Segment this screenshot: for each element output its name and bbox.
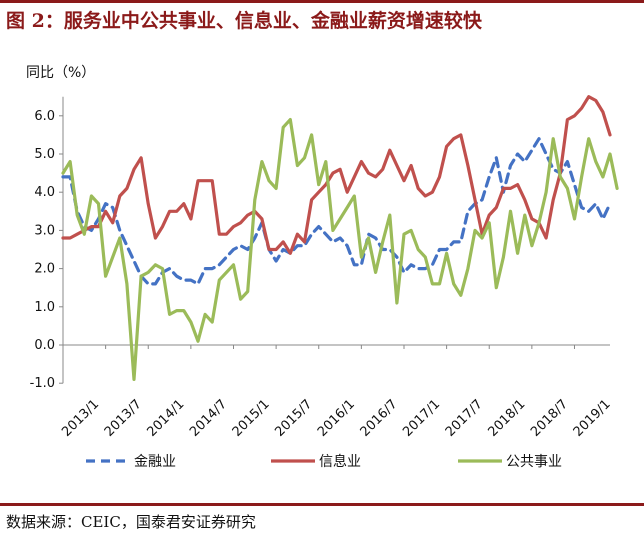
- x-tick-label: 2013/1: [59, 397, 102, 440]
- x-tick-label: 2017/1: [400, 397, 443, 440]
- y-tick-label: 4.0: [34, 185, 55, 200]
- legend-label-2: 公共事业: [506, 454, 562, 470]
- y-tick-label: 6.0: [34, 109, 55, 124]
- y-axis-label: 同比（%）: [26, 65, 95, 81]
- x-tick-label: 2015/1: [230, 397, 273, 440]
- x-tick-label: 2019/1: [571, 397, 614, 440]
- x-tick-label: 2018/7: [528, 397, 571, 440]
- series-line-0: [61, 137, 612, 286]
- y-tick-label: 3.0: [34, 223, 55, 238]
- legend: 金融业 信息业 公共事业: [86, 453, 562, 470]
- x-tick-label: 2015/7: [272, 397, 315, 440]
- legend-label-1: 信息业: [319, 453, 361, 470]
- x-tick-label: 2013/7: [102, 397, 145, 440]
- data-source-note: 数据来源：CEIC，国泰君安证券研究: [6, 513, 256, 531]
- source-rule: [0, 503, 644, 506]
- y-tick-label: 0.0: [34, 338, 55, 353]
- figure-title: 图 2：服务业中公共事业、信息业、金融业薪资增速较快: [6, 10, 482, 32]
- y-tick-label: 5.0: [34, 147, 55, 162]
- y-tick-label: 1.0: [34, 300, 55, 315]
- legend-label-0: 金融业: [134, 454, 176, 470]
- x-tick-label: 2014/7: [187, 397, 230, 440]
- y-tick-label: 2.0: [34, 262, 55, 277]
- x-tick-label: 2016/7: [358, 397, 401, 440]
- series-line-1: [61, 95, 612, 255]
- series-line-2: [61, 117, 619, 381]
- x-tick-label: 2017/7: [443, 397, 486, 440]
- series-lines: [61, 95, 619, 381]
- title-rule: [0, 0, 644, 3]
- x-tick-label: 2018/1: [485, 397, 528, 440]
- x-tick-label: 2016/1: [315, 397, 358, 440]
- x-tick-label: 2014/1: [144, 397, 187, 440]
- y-tick-label: -1.0: [30, 376, 55, 391]
